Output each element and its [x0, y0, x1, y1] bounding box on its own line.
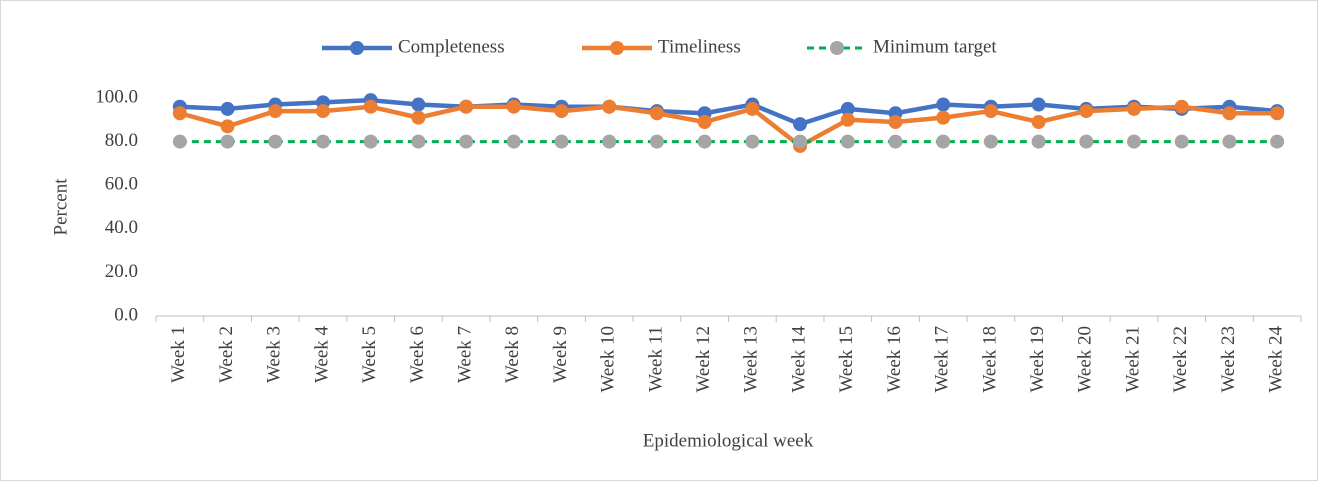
data-point [1127, 134, 1142, 149]
x-tick-label: Week 15 [836, 326, 857, 393]
data-point [840, 112, 855, 127]
data-point [411, 134, 426, 149]
data-point [793, 134, 808, 149]
data-point [936, 134, 951, 149]
x-tick-label: Week 21 [1122, 326, 1143, 393]
data-point [1031, 114, 1046, 129]
x-tick-label: Week 8 [502, 326, 523, 383]
y-tick-label: 40.0 [105, 217, 138, 238]
data-point [1031, 97, 1046, 112]
data-point [554, 134, 569, 149]
data-point [983, 134, 998, 149]
y-tick-label: 20.0 [105, 261, 138, 282]
data-point [936, 110, 951, 125]
data-point [172, 106, 187, 121]
data-point [1222, 106, 1237, 121]
data-point [745, 101, 760, 116]
data-point [363, 99, 378, 114]
data-point [602, 134, 617, 149]
data-point [411, 97, 426, 112]
x-axis-title: Epidemiological week [643, 430, 814, 451]
data-point [1270, 106, 1285, 121]
x-tick-label: Week 6 [407, 326, 428, 383]
y-tick-label: 80.0 [105, 130, 138, 151]
data-point [649, 134, 664, 149]
x-tick-label: Week 16 [884, 326, 905, 393]
x-tick-label: Week 23 [1218, 326, 1239, 393]
y-tick-label: 60.0 [105, 174, 138, 195]
x-tick-label: Week 14 [788, 326, 809, 393]
x-tick-label: Week 19 [1027, 326, 1048, 393]
x-tick-label: Week 4 [311, 326, 332, 384]
x-tick-label: Week 24 [1266, 326, 1287, 393]
data-point [1174, 134, 1189, 149]
x-tick-label: Week 5 [359, 326, 380, 383]
data-point [697, 134, 712, 149]
legend-label: Timeliness [658, 36, 741, 57]
data-point [506, 134, 521, 149]
x-tick-label: Week 17 [932, 326, 953, 393]
x-tick-label: Week 10 [598, 326, 619, 393]
y-axis-title: Percent [50, 178, 71, 236]
x-tick-label: Week 11 [645, 326, 666, 392]
x-tick-label: Week 3 [264, 326, 285, 383]
x-tick-label: Week 7 [454, 326, 475, 383]
y-tick-label: 100.0 [95, 86, 138, 107]
data-point [983, 104, 998, 119]
data-point [220, 119, 235, 134]
data-point [459, 134, 474, 149]
data-point [649, 106, 664, 121]
x-tick-label: Week 18 [979, 326, 1000, 393]
data-point [840, 134, 855, 149]
data-point [268, 134, 283, 149]
data-point [840, 101, 855, 116]
data-point [1127, 101, 1142, 116]
x-tick-label: Week 20 [1075, 326, 1096, 393]
legend-label: Minimum target [873, 36, 997, 57]
data-point [793, 117, 808, 132]
data-point [363, 134, 378, 149]
x-tick-label: Week 13 [741, 326, 762, 393]
data-point [220, 134, 235, 149]
data-point [1079, 104, 1094, 119]
data-point [506, 99, 521, 114]
data-point [745, 134, 760, 149]
data-point [936, 97, 951, 112]
data-point [554, 104, 569, 119]
x-tick-label: Week 2 [216, 326, 237, 383]
data-point [172, 134, 187, 149]
data-point [602, 99, 617, 114]
y-tick-label: 0.0 [114, 304, 138, 325]
data-point [1222, 134, 1237, 149]
data-point [268, 104, 283, 119]
x-tick-label: Week 22 [1170, 326, 1191, 393]
data-point [411, 110, 426, 125]
data-point [1174, 99, 1189, 114]
data-point [1270, 134, 1285, 149]
data-point [315, 104, 330, 119]
legend-marker [830, 41, 844, 55]
data-point [1031, 134, 1046, 149]
data-point [888, 114, 903, 129]
series-line [179, 104, 1278, 149]
data-point [315, 134, 330, 149]
legend-label: Completeness [398, 36, 505, 57]
x-tick-label: Week 12 [693, 326, 714, 393]
data-point [459, 99, 474, 114]
data-point [220, 101, 235, 116]
x-tick-label: Week 1 [168, 326, 189, 383]
x-tick-label: Week 9 [550, 326, 571, 383]
legend-marker [610, 41, 624, 55]
data-point [1079, 134, 1094, 149]
legend-marker [350, 41, 364, 55]
data-point [888, 134, 903, 149]
data-point [697, 114, 712, 129]
